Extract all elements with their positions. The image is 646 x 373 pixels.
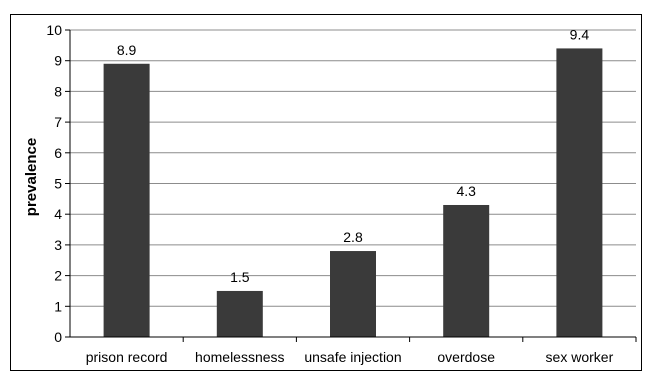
gridlines: [65, 29, 636, 338]
data-label: 2.8: [343, 229, 363, 245]
data-label: 9.4: [570, 26, 590, 42]
axes: [69, 30, 637, 342]
data-label: 8.9: [117, 42, 137, 58]
y-tick-label: 4: [54, 206, 62, 222]
y-tick-label: 0: [54, 329, 62, 345]
y-tick-label: 6: [54, 145, 62, 161]
y-tick-label: 2: [54, 268, 62, 284]
bar: [443, 204, 490, 337]
y-tick-label: 10: [46, 22, 62, 38]
x-tick-label: prison record: [86, 349, 168, 365]
y-tick-label: 3: [54, 237, 62, 253]
y-tick-label: 1: [54, 298, 62, 314]
x-tick-label: overdose: [437, 349, 495, 365]
bar: [330, 251, 376, 337]
y-tick-label: 7: [54, 114, 62, 130]
x-tick-label: sex worker: [546, 349, 614, 365]
y-axis-label: prevalence: [23, 138, 40, 216]
data-labels: 8.9 1.5 2.8 4.3 9.4: [117, 26, 589, 285]
bar: [556, 48, 603, 338]
bars: [103, 48, 603, 338]
y-tick-label: 5: [54, 176, 62, 192]
data-label: 4.3: [456, 183, 476, 199]
bar: [216, 290, 263, 337]
bar: [103, 63, 150, 338]
x-tick-label: unsafe injection: [304, 349, 401, 365]
x-tick-labels: prison record homelessness unsafe injectio…: [86, 349, 614, 365]
y-tick-labels: 0 1 2 3 4 5 6 7 8 9 10: [46, 22, 62, 345]
y-tick-label: 9: [54, 53, 62, 69]
y-tick-label: 8: [54, 83, 62, 99]
x-tick-label: homelessness: [195, 349, 285, 365]
data-label: 1.5: [230, 269, 250, 285]
